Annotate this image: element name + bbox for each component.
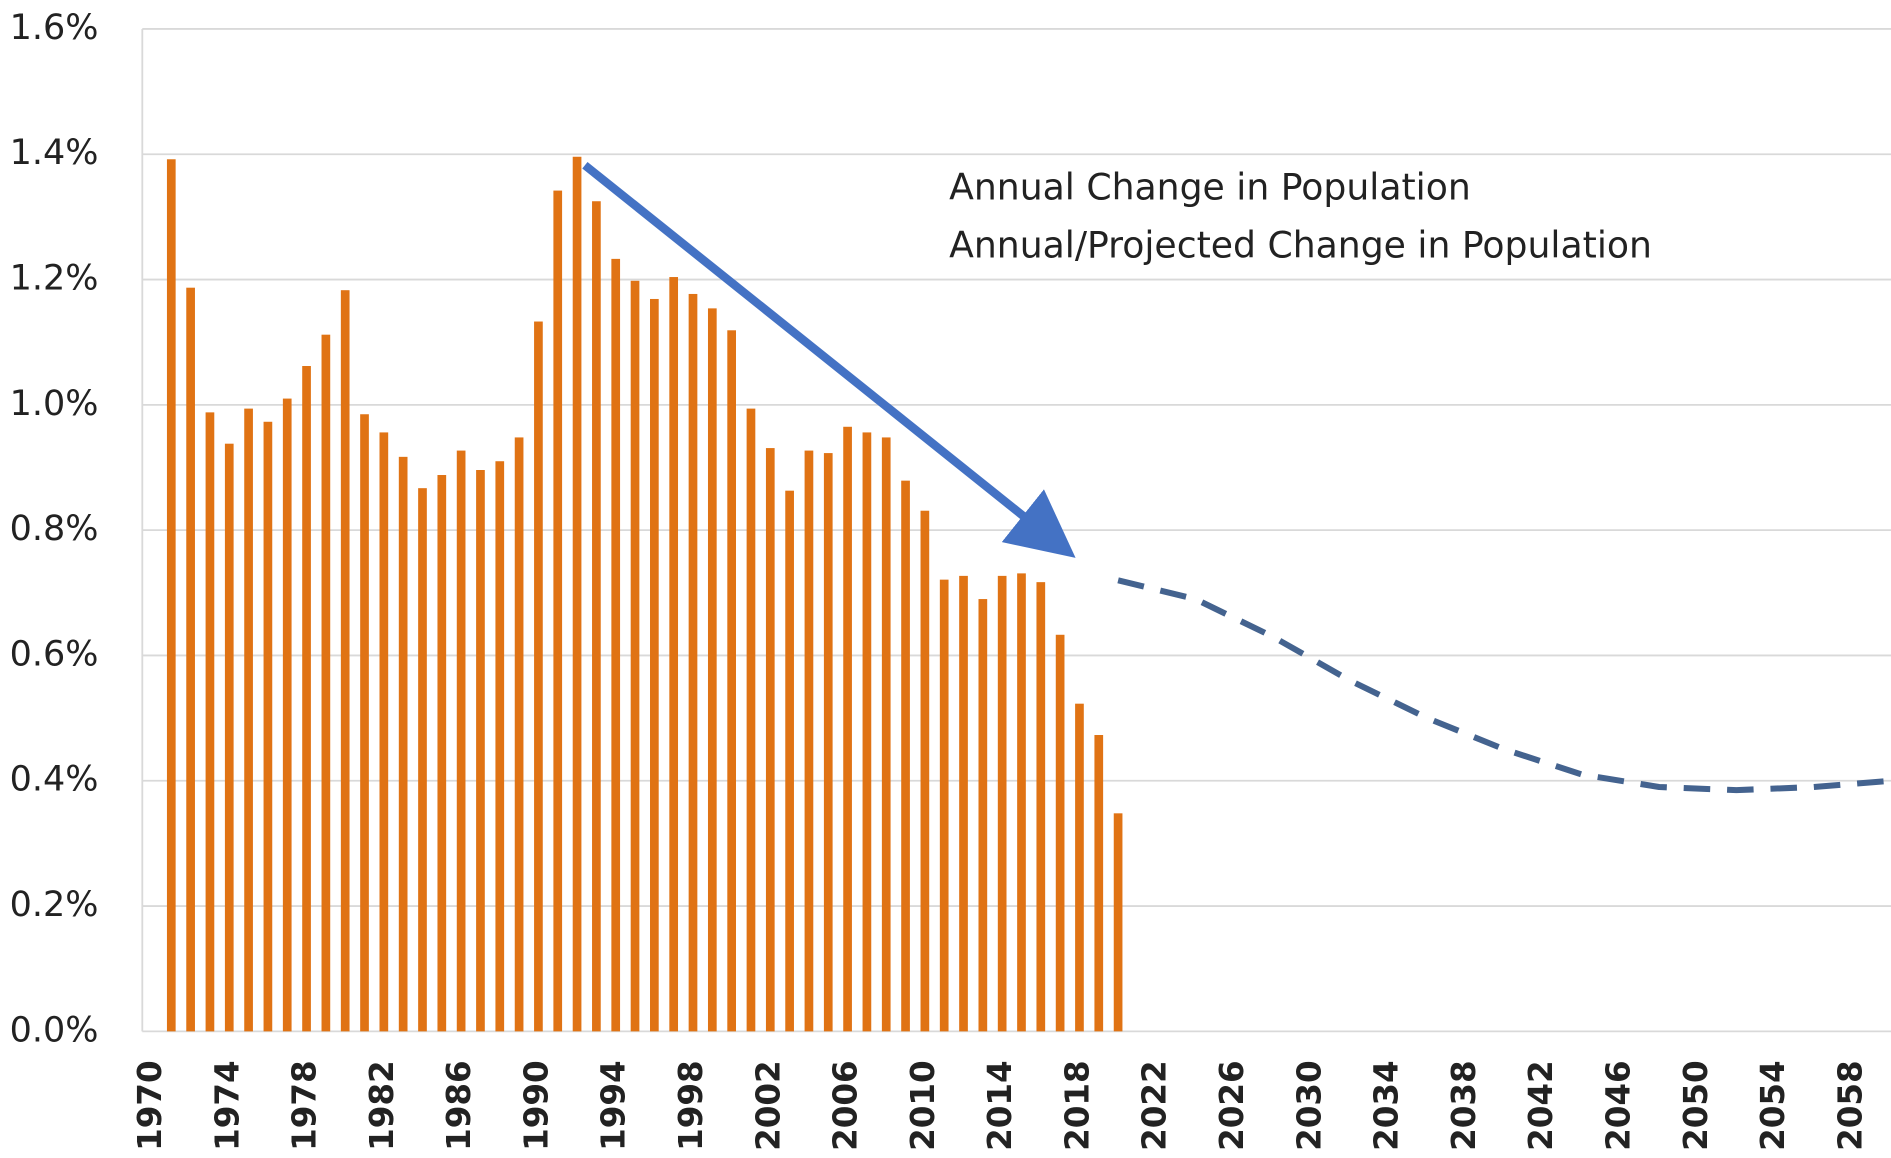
x-tick-label: 2030 [1290, 1060, 1328, 1151]
bar [244, 408, 253, 1032]
bar [495, 461, 505, 1032]
bar [360, 414, 369, 1032]
bar [959, 575, 968, 1032]
x-tick-label: 2026 [1213, 1060, 1251, 1151]
x-tick-label: 1998 [672, 1060, 710, 1151]
y-tick-label: 0.8% [10, 509, 99, 549]
bar [379, 432, 389, 1032]
bar [592, 201, 601, 1032]
y-tick-label: 0.6% [10, 634, 99, 674]
bar [205, 412, 215, 1032]
bar [476, 470, 485, 1032]
x-tick-label: 2034 [1368, 1060, 1406, 1151]
x-tick-label: 2002 [749, 1060, 787, 1151]
bar [572, 156, 582, 1032]
bar [166, 159, 176, 1032]
trend-arrow [582, 161, 1076, 558]
bar [765, 448, 775, 1032]
bar [1113, 813, 1123, 1032]
legend-entry: Annual/Projected Change in Population [949, 223, 1652, 266]
bar [901, 480, 910, 1032]
bar [1075, 703, 1084, 1032]
bar [224, 443, 234, 1032]
bar [340, 290, 350, 1032]
x-tick-label: 2022 [1136, 1060, 1174, 1151]
bar [920, 510, 930, 1032]
x-tick-label: 1990 [517, 1060, 555, 1151]
bar [456, 450, 466, 1032]
bar [534, 321, 543, 1032]
x-tick-label: 2010 [904, 1060, 942, 1151]
x-tick-label: 2018 [1058, 1060, 1096, 1151]
bar [514, 437, 524, 1032]
bar [650, 298, 659, 1032]
bar [1094, 735, 1104, 1032]
x-tick-label: 2038 [1445, 1060, 1483, 1151]
bar [186, 287, 195, 1032]
y-tick-label: 0.2% [10, 885, 99, 925]
y-tick-label: 0.4% [10, 760, 99, 800]
x-tick-label: 2058 [1831, 1060, 1869, 1151]
bar [804, 450, 814, 1032]
x-tick-label: 2050 [1677, 1060, 1715, 1151]
bar [437, 475, 447, 1032]
y-tick-label: 1.0% [10, 384, 99, 424]
bar [282, 398, 292, 1032]
bar [630, 280, 640, 1032]
x-tick-label: 1982 [363, 1060, 401, 1151]
bar [418, 488, 427, 1032]
projection-line [1117, 577, 1891, 794]
bar [881, 437, 891, 1032]
bar [553, 190, 563, 1032]
bar [398, 456, 408, 1032]
x-tick-label: 1974 [208, 1060, 246, 1151]
x-tick-label: 1970 [131, 1060, 169, 1151]
bar [785, 490, 794, 1032]
x-tick-label: 2006 [827, 1060, 865, 1151]
x-tick-label: 1994 [595, 1060, 633, 1151]
x-tick-label: 2046 [1599, 1060, 1637, 1151]
bar [1017, 573, 1026, 1032]
bar [862, 432, 872, 1032]
y-tick-label: 0.0% [10, 1010, 99, 1050]
y-tick-label: 1.6% [10, 8, 99, 48]
x-tick-label: 2042 [1522, 1060, 1560, 1151]
bar [263, 421, 273, 1032]
bar [746, 408, 756, 1032]
bar [302, 366, 311, 1032]
x-tick-label: 1978 [286, 1060, 324, 1151]
bar [823, 453, 833, 1032]
bar [978, 599, 988, 1032]
bar [997, 575, 1007, 1032]
x-tick-label: 1986 [440, 1060, 478, 1151]
x-tick-label: 2054 [1754, 1060, 1792, 1151]
bar [1055, 634, 1065, 1032]
bar [688, 293, 698, 1032]
x-tick-label: 2014 [981, 1060, 1019, 1151]
bar [939, 579, 949, 1032]
y-tick-label: 1.4% [10, 133, 99, 173]
legend-entry: Annual Change in Population [949, 165, 1471, 208]
bar [321, 334, 331, 1032]
bar [669, 277, 679, 1032]
y-tick-label: 1.2% [10, 259, 99, 299]
bar [611, 258, 621, 1032]
bar [843, 426, 852, 1032]
bar [707, 308, 717, 1032]
bar [1036, 582, 1046, 1032]
bar [727, 330, 736, 1032]
